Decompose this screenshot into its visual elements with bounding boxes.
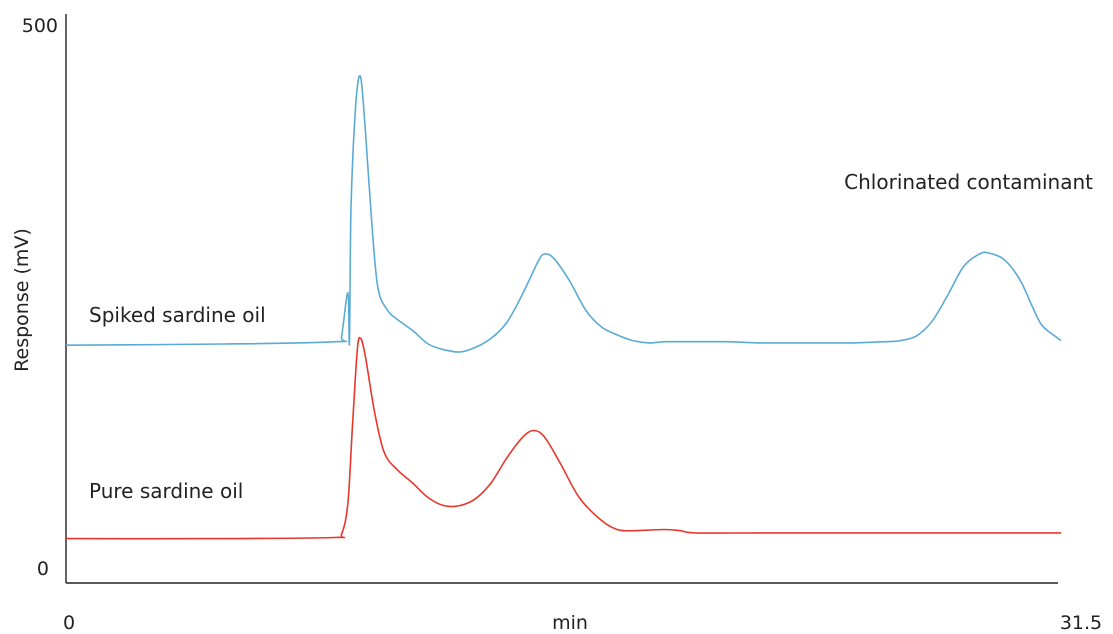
series-label-pure-sardine-oil: Pure sardine oil (89, 479, 243, 503)
y-tick-label-max: 500 (22, 15, 58, 37)
x-tick-label-min: 0 (63, 612, 75, 634)
series-label-spiked-sardine-oil: Spiked sardine oil (89, 303, 266, 327)
x-axis-label: min (552, 612, 588, 634)
series-line-pure-sardine-oil (65, 336, 1062, 540)
x-tick-label-max: 31.5 (1060, 612, 1102, 634)
y-tick-label-min: 0 (37, 558, 49, 580)
y-axis-label: Response (mV) (11, 228, 33, 372)
series-layer (65, 75, 1062, 540)
series-line-spiked-sardine-oil (65, 75, 1062, 353)
annotation-chlorinated-contaminant: Chlorinated contaminant (844, 170, 1093, 194)
